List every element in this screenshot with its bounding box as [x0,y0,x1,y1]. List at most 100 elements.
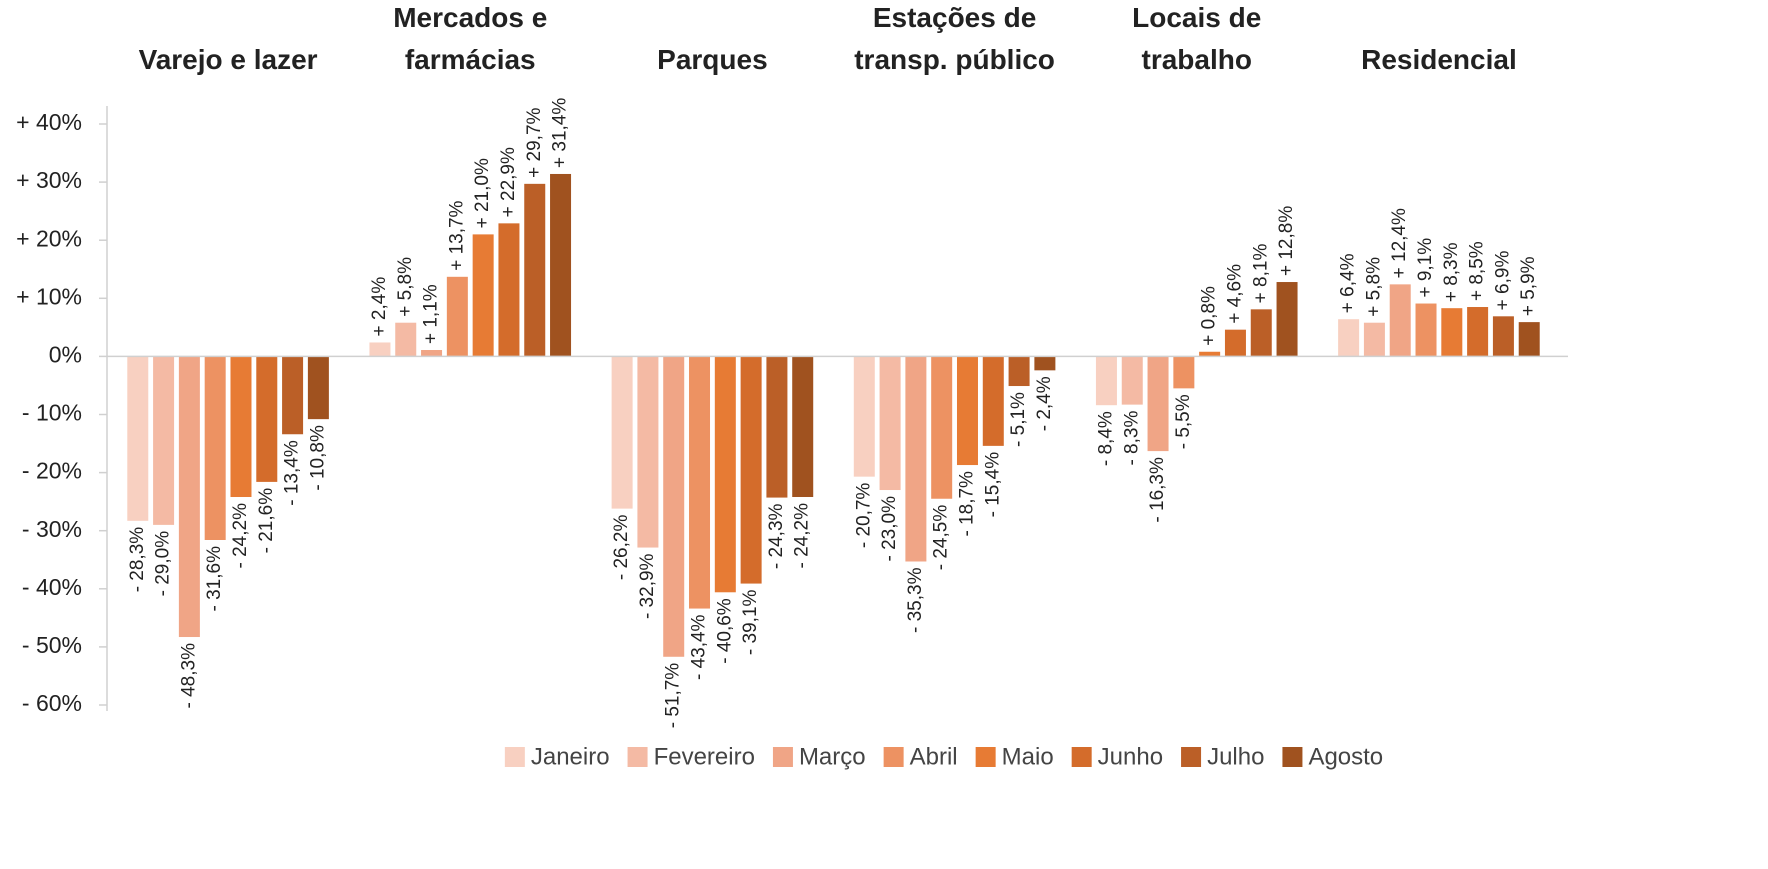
value-label: + 5,9% [1518,256,1539,316]
value-label: - 18,7% [956,471,977,537]
y-tick-label: - 10% [22,400,82,426]
bar [204,356,226,540]
value-label: - 35,3% [905,567,926,633]
value-label: - 15,4% [982,452,1003,518]
value-label: - 32,9% [637,553,658,619]
value-label: - 51,7% [663,663,684,729]
value-label: + 8,5% [1467,241,1488,301]
bar [611,356,633,509]
y-tick-label: + 30% [16,167,82,193]
bar [498,223,520,357]
value-label: - 24,5% [931,505,952,571]
legend-label: Maio [1002,743,1054,770]
bar [663,356,685,657]
bar [1008,356,1030,387]
legend-swatch [1071,747,1092,767]
legend-label: Agosto [1308,743,1383,770]
bar [421,350,443,357]
bar [395,322,417,357]
bar [1224,329,1246,357]
bar [1441,308,1463,357]
category-label-line: farmácias [405,44,536,75]
bar [178,356,200,638]
bar [307,356,329,420]
bar [369,342,391,357]
bar [1389,284,1411,357]
value-label: - 26,2% [611,515,632,581]
bar [689,356,711,609]
legend-label: Março [799,743,866,770]
value-label: + 1,1% [421,284,442,344]
legend-swatch [772,747,793,767]
y-tick-label: - 20% [22,458,82,484]
bar [1415,303,1437,357]
value-label: - 2,4% [1034,376,1055,431]
category-label: Estações de transp. público [854,2,1055,75]
category-label-line: Estações de [873,2,1036,33]
y-tick-label: - 40% [22,574,82,600]
value-label: + 8,1% [1250,244,1271,304]
value-label: + 22,9% [498,147,519,217]
bar [905,356,927,562]
value-label: - 8,4% [1095,411,1116,466]
bar [1338,319,1360,357]
bar [879,356,901,491]
value-label: - 24,3% [766,503,787,569]
y-tick-label: + 10% [16,283,82,309]
bar [472,234,494,357]
legend-swatch [883,747,904,767]
value-label: - 20,7% [853,483,874,549]
y-tick-label: - 50% [22,632,82,658]
value-label: - 39,1% [740,589,761,655]
value-label: - 10,8% [307,425,328,491]
bar [1518,322,1540,357]
category-label: Mercados e farmácias [393,2,547,75]
value-label: - 43,4% [689,614,710,680]
value-label: - 48,3% [178,643,199,709]
bar [127,356,149,521]
value-label: + 21,0% [472,158,493,228]
legend-swatch [1282,747,1303,767]
value-label: + 5,8% [1363,257,1384,317]
legend-swatch [975,747,996,767]
value-label: + 12,8% [1276,206,1297,276]
bar [446,276,468,357]
legend-swatch [1181,747,1202,767]
bar [1250,309,1272,357]
bar [853,356,875,477]
category-label-line: trabalho [1142,44,1252,75]
bar [256,356,278,482]
category-label-line: Residencial [1361,44,1517,75]
y-tick-label: 0% [49,341,82,367]
bar [956,356,978,466]
bar [1276,282,1298,357]
legend: Janeiro Fevereiro Março Abril Maio Junho Julho… [504,743,1383,770]
value-label: + 6,4% [1338,253,1359,313]
value-label: - 8,3% [1121,411,1142,466]
value-label: + 29,7% [524,107,545,177]
category-label-line: transp. público [854,44,1055,75]
category-label-line: Locais de [1132,2,1261,33]
value-label: + 5,8% [395,257,416,317]
bar [1034,356,1056,371]
bar [153,356,175,525]
value-label: + 31,4% [550,98,571,168]
bar [282,356,304,435]
bar [1492,316,1514,357]
category-label-line: Mercados e [393,2,547,33]
value-label: - 5,1% [1008,392,1029,447]
bar [740,356,762,584]
value-label: + 4,6% [1224,264,1245,324]
bar [714,356,736,593]
y-tick-label: - 30% [22,516,82,542]
category-label: Varejo e lazer [139,44,318,75]
bar [792,356,814,498]
value-label: + 12,4% [1389,208,1410,278]
bar [1199,351,1221,357]
legend-label: Julho [1207,743,1264,770]
legend-label: Janeiro [531,743,610,770]
legend-label: Fevereiro [654,743,755,770]
bar [1147,356,1169,452]
bar [1121,356,1143,405]
